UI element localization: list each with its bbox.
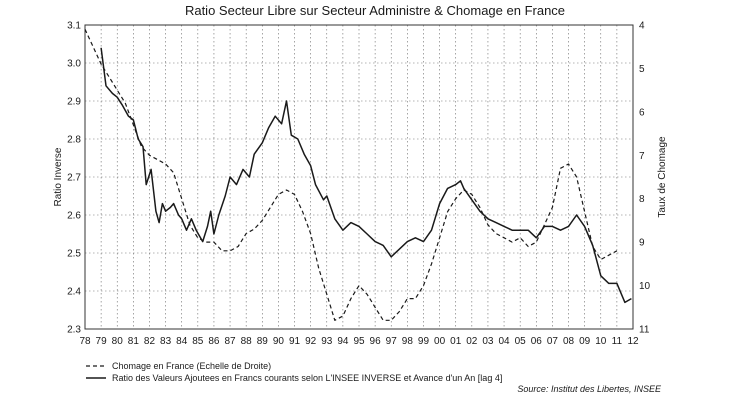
x-tick-label: 10: [595, 336, 607, 347]
x-tick-label: 96: [370, 336, 382, 347]
x-tick-label: 83: [160, 336, 172, 347]
x-axis-ticks: 78 79 80 81 82 83 84 85 86 87 88 89 90 91 92 93 94 95 96 97…: [79, 336, 639, 347]
x-tick-label: 11: [612, 336, 623, 347]
series-line-chomage: [84, 29, 618, 321]
y-right-tick-label: 5: [639, 64, 645, 75]
x-tick-label: 08: [563, 336, 575, 347]
x-tick-label: 85: [192, 336, 204, 347]
x-tick-label: 92: [305, 336, 317, 347]
y-left-tick-label: 2.9: [67, 97, 81, 108]
x-tick-label: 05: [515, 336, 527, 347]
x-tick-label: 97: [386, 336, 398, 347]
y-left-tick-label: 2.6: [67, 211, 81, 222]
y-left-label: Ratio Inverse: [53, 147, 64, 206]
y-left-tick-label: 2.3: [67, 325, 81, 336]
source-note: Source: Institut des Libertes, INSEE: [517, 384, 662, 394]
x-tick-label: 01: [450, 336, 462, 347]
y-right-tick-label: 6: [639, 107, 645, 118]
x-tick-label: 04: [498, 336, 510, 347]
x-tick-label: 00: [434, 336, 446, 347]
legend-label-ratio: Ratio des Valeurs Ajoutees en Francs cou…: [112, 373, 502, 383]
x-tick-label: 02: [466, 336, 478, 347]
x-tick-label: 87: [224, 336, 236, 347]
y-left-tick-label: 2.5: [67, 249, 81, 260]
legend-label-chomage: Chomage en France (Echelle de Droite): [112, 361, 271, 371]
x-tick-label: 82: [144, 336, 156, 347]
x-tick-label: 79: [96, 336, 108, 347]
x-tick-label: 99: [418, 336, 430, 347]
y-left-tick-label: 2.8: [67, 135, 81, 146]
y-left-ticks: 2.3 2.4 2.5 2.6 2.7 2.8 2.9 3.0 3.1: [67, 21, 81, 336]
y-right-tick-label: 9: [639, 238, 645, 249]
x-tick-label: 98: [402, 336, 414, 347]
x-tick-label: 81: [128, 336, 140, 347]
y-right-tick-label: 7: [639, 151, 645, 162]
x-tick-label: 90: [273, 336, 285, 347]
y-right-tick-label: 4: [639, 21, 645, 32]
y-right-tick-label: 8: [639, 194, 645, 205]
x-tick-label: 94: [337, 336, 349, 347]
x-tick-label: 09: [579, 336, 591, 347]
x-tick-label: 80: [112, 336, 124, 347]
x-tick-label: 06: [531, 336, 543, 347]
y-left-tick-label: 2.7: [67, 173, 81, 184]
x-tick-label: 84: [176, 336, 188, 347]
y-left-tick-label: 2.4: [67, 287, 81, 298]
grid: [85, 25, 633, 329]
chart-title: Ratio Secteur Libre sur Secteur Administ…: [185, 3, 565, 18]
x-tick-label: 89: [257, 336, 269, 347]
legend: Chomage en France (Echelle de Droite) Ra…: [86, 361, 502, 383]
series-line-ratio: [100, 47, 632, 304]
x-tick-label: 86: [208, 336, 220, 347]
y-left-tick-label: 3.1: [67, 21, 81, 32]
x-tick-label: 95: [353, 336, 365, 347]
x-tick-label: 93: [321, 336, 333, 347]
y-right-tick-label: 11: [639, 325, 650, 336]
series-lines: [84, 29, 632, 321]
y-left-tick-label: 3.0: [67, 59, 81, 70]
x-tick-label: 78: [79, 336, 91, 347]
x-tick-label: 88: [241, 336, 253, 347]
y-right-ticks: 11 10 9 8 7 6 5 4: [639, 21, 651, 336]
plot-frame: [84, 24, 634, 330]
y-right-tick-label: 10: [639, 281, 651, 292]
x-tick-label: 03: [482, 336, 494, 347]
y-right-label: Taux de Chomage: [657, 136, 668, 218]
x-tick-label: 12: [627, 336, 639, 347]
x-tick-label: 91: [289, 336, 301, 347]
x-tick-label: 07: [547, 336, 559, 347]
